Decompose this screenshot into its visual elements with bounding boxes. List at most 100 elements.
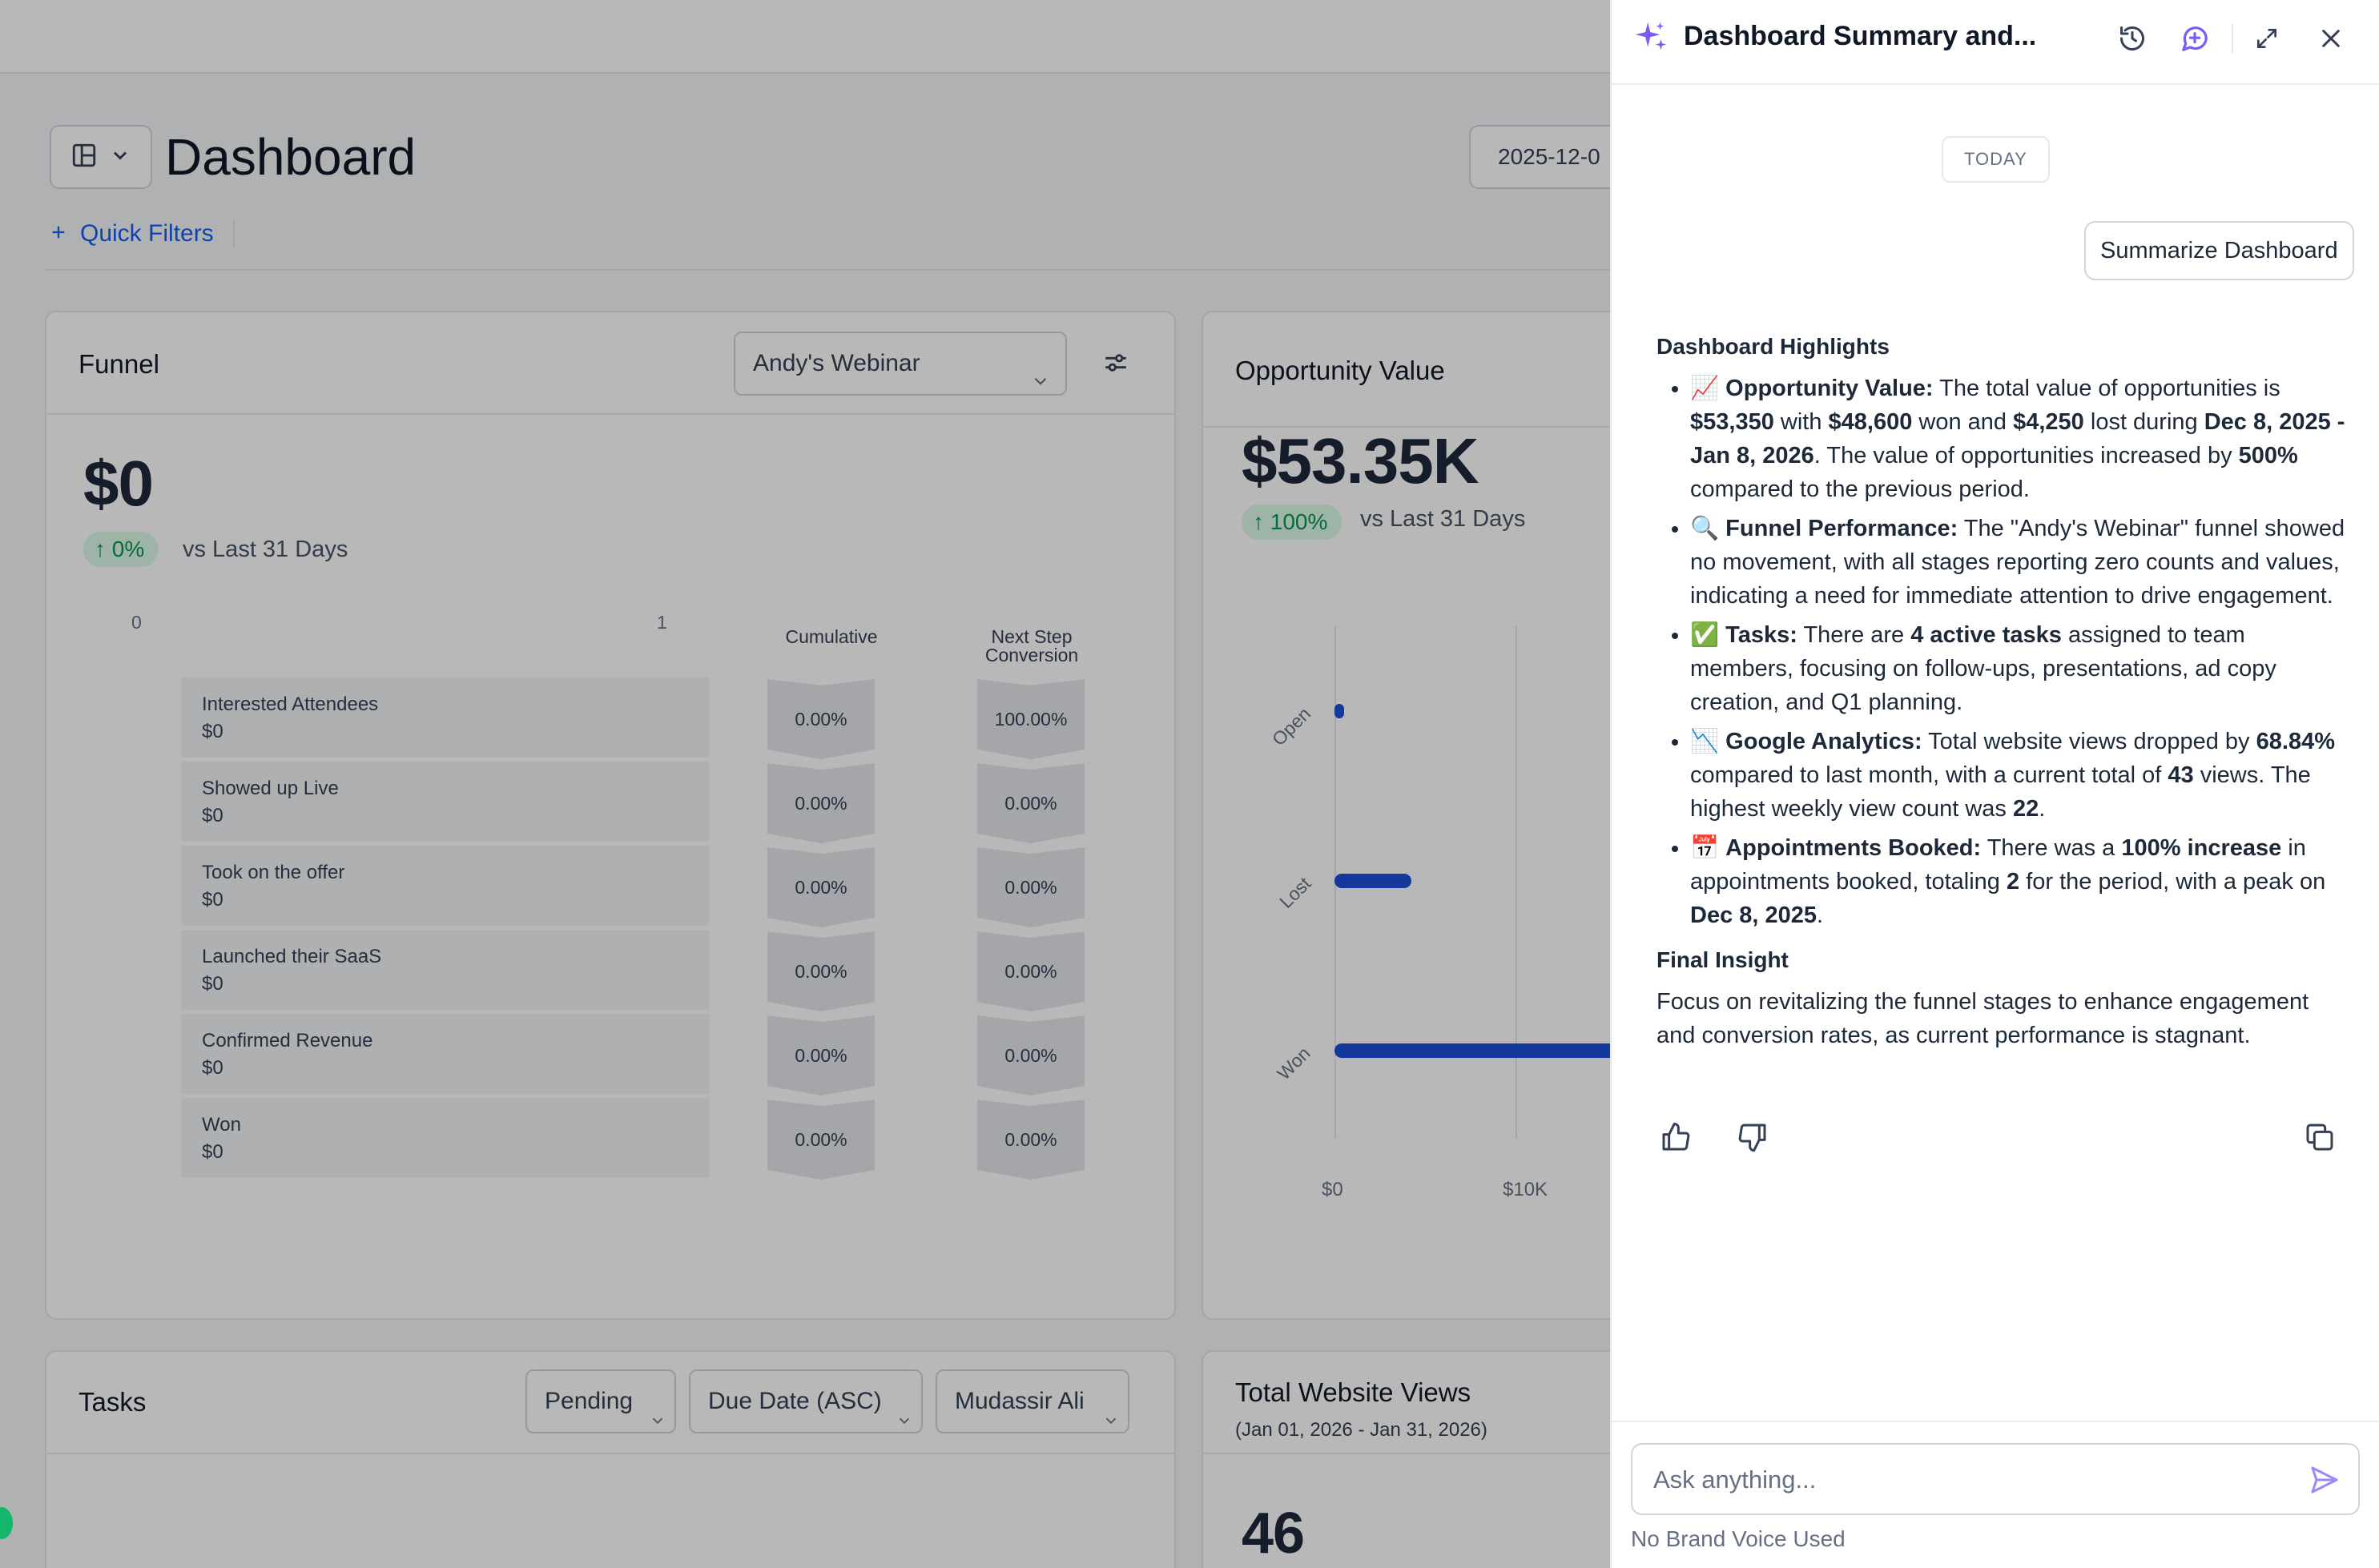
panel-title: Dashboard Summary and...	[1684, 21, 2037, 51]
next-step-cell: 0.00%	[977, 847, 1085, 927]
next-step-header-line2: Conversion	[984, 645, 1079, 665]
sort-filter[interactable]: Due Date (ASC)	[689, 1369, 923, 1433]
send-icon[interactable]	[2309, 1464, 2341, 1496]
tasks-card-header: Tasks Pending Due Date (ASC) Mudassir Al…	[46, 1352, 1174, 1454]
chevron-down-icon	[1030, 354, 1051, 415]
funnel-select[interactable]: Andy's Webinar	[734, 332, 1067, 396]
funnel-axis-min: 0	[131, 612, 142, 633]
highlight-appointments: 📅 Appointments Booked: There was a 100% …	[1690, 831, 2345, 932]
opportunity-total: $53.35K	[1242, 425, 1479, 497]
funnel-stage-name: Won	[202, 1114, 241, 1136]
assistant-response: Dashboard Highlights 📈 Opportunity Value…	[1656, 330, 2345, 1052]
assignee-filter[interactable]: Mudassir Ali	[936, 1369, 1129, 1433]
highlight-funnel: 🔍 Funnel Performance: The "Andy's Webina…	[1690, 512, 2345, 613]
assignee-filter-value: Mudassir Ali	[955, 1388, 1085, 1414]
funnel-stage[interactable]: Won $0	[181, 1098, 710, 1178]
next-step-cell: 100.00%	[977, 679, 1085, 759]
opportunity-title: Opportunity Value	[1235, 356, 1445, 385]
funnel-axis-max: 1	[657, 612, 667, 633]
next-step-cell: 0.00%	[977, 931, 1085, 1011]
status-dot	[0, 1507, 13, 1539]
expand-icon[interactable]	[2251, 22, 2283, 54]
final-insight-text: Focus on revitalizing the funnel stages …	[1656, 989, 2309, 1048]
quick-filters-button[interactable]: Quick Filters	[50, 219, 235, 248]
layout-toggle-button[interactable]	[50, 125, 152, 189]
header-divider	[2232, 24, 2233, 53]
grid-line	[1516, 626, 1517, 1139]
tasks-title: Tasks	[78, 1387, 147, 1417]
funnel-stage-value: $0	[202, 721, 223, 742]
chevron-down-icon	[109, 144, 131, 171]
opportunity-change-badge: ↑ 100%	[1242, 505, 1342, 540]
opportunity-change-value: 100%	[1270, 509, 1328, 534]
cumulative-column: 0.00% 0.00% 0.00% 0.00% 0.00% 0.00%	[767, 679, 875, 1184]
funnel-change-label: vs Last 31 Days	[183, 537, 348, 562]
funnel-stage[interactable]: Confirmed Revenue $0	[181, 1014, 710, 1094]
cumulative-cell: 0.00%	[767, 679, 875, 759]
quick-filters-label: Quick Filters	[80, 220, 214, 247]
modal-backdrop[interactable]	[0, 0, 1610, 1568]
thumbs-down-icon[interactable]	[1733, 1118, 1772, 1156]
next-step-cell: 0.00%	[977, 1100, 1085, 1180]
next-step-header-line1: Next Step	[991, 626, 1073, 647]
funnel-change-value: 0%	[111, 537, 145, 561]
user-message-bubble: Summarize Dashboard	[2084, 221, 2354, 280]
status-filter[interactable]: Pending	[525, 1369, 676, 1433]
next-step-cell: 0.00%	[977, 1015, 1085, 1096]
funnel-stage-value: $0	[202, 805, 223, 826]
x-tick-label: $0	[1322, 1179, 1343, 1200]
funnel-stage[interactable]: Interested Attendees $0	[181, 677, 710, 758]
new-chat-icon[interactable]	[2179, 22, 2211, 54]
status-filter-value: Pending	[545, 1388, 634, 1414]
layout-icon	[70, 142, 98, 173]
funnel-stage-value: $0	[202, 1057, 223, 1079]
close-icon[interactable]	[2315, 22, 2347, 54]
funnel-stage-value: $0	[202, 889, 223, 911]
funnel-stage[interactable]: Showed up Live $0	[181, 762, 710, 842]
cumulative-cell: 0.00%	[767, 1100, 875, 1180]
panel-header: Dashboard Summary and...	[1612, 0, 2379, 85]
sparkle-icon	[1632, 19, 1669, 60]
cumulative-cell: 0.00%	[767, 1015, 875, 1096]
cumulative-header: Cumulative	[785, 626, 878, 647]
tasks-card: Tasks Pending Due Date (ASC) Mudassir Al…	[45, 1350, 1176, 1568]
funnel-card: Funnel Andy's Webinar $0 ↑ 0% vs Last 31…	[45, 311, 1176, 1320]
next-step-column: 100.00% 0.00% 0.00% 0.00% 0.00% 0.00%	[977, 679, 1085, 1184]
funnel-title: Funnel	[78, 349, 159, 379]
funnel-stage[interactable]: Launched their SaaS $0	[181, 930, 710, 1010]
cumulative-cell: 0.00%	[767, 931, 875, 1011]
funnel-stage-value: $0	[202, 973, 223, 995]
copy-icon[interactable]	[2301, 1118, 2339, 1156]
next-step-cell: 0.00%	[977, 763, 1085, 843]
highlights-list: 📈 Opportunity Value: The total value of …	[1656, 372, 2345, 932]
funnel-stage-name: Interested Attendees	[202, 694, 379, 715]
highlight-opportunity: 📈 Opportunity Value: The total value of …	[1690, 372, 2345, 506]
funnel-stage-value: $0	[202, 1141, 223, 1163]
final-insight-heading: Final Insight	[1656, 947, 1789, 972]
chat-input[interactable]	[1653, 1459, 2278, 1501]
funnel-stage-name: Showed up Live	[202, 778, 339, 799]
cumulative-cell: 0.00%	[767, 847, 875, 927]
funnel-stage-name: Confirmed Revenue	[202, 1030, 373, 1051]
funnel-card-header: Funnel Andy's Webinar	[46, 312, 1174, 415]
history-icon[interactable]	[2116, 22, 2148, 54]
funnel-stage-name: Took on the offer	[202, 862, 345, 883]
funnel-change-badge: ↑ 0%	[83, 532, 159, 567]
brand-voice-status: No Brand Voice Used	[1631, 1526, 1846, 1551]
date-divider-badge: TODAY	[1942, 136, 2050, 183]
x-tick-label: $10K	[1503, 1179, 1548, 1200]
highlights-heading: Dashboard Highlights	[1656, 334, 1890, 359]
chat-input-box	[1631, 1443, 2360, 1515]
page-title: Dashboard	[165, 128, 417, 186]
chevron-down-icon	[649, 1392, 666, 1453]
website-views-range: (Jan 01, 2026 - Jan 31, 2026)	[1235, 1419, 1487, 1441]
filter-settings-icon[interactable]	[1102, 349, 1129, 380]
highlight-tasks: ✅ Tasks: There are 4 active tasks assign…	[1690, 618, 2345, 719]
thumbs-up-icon[interactable]	[1656, 1118, 1695, 1156]
funnel-stage[interactable]: Took on the offer $0	[181, 846, 710, 926]
website-views-title: Total Website Views	[1235, 1377, 1471, 1407]
chevron-down-icon	[1102, 1392, 1120, 1453]
opportunity-bar[interactable]	[1334, 704, 1344, 718]
opportunity-bar[interactable]	[1334, 874, 1412, 888]
panel-footer: No Brand Voice Used	[1612, 1421, 2379, 1568]
